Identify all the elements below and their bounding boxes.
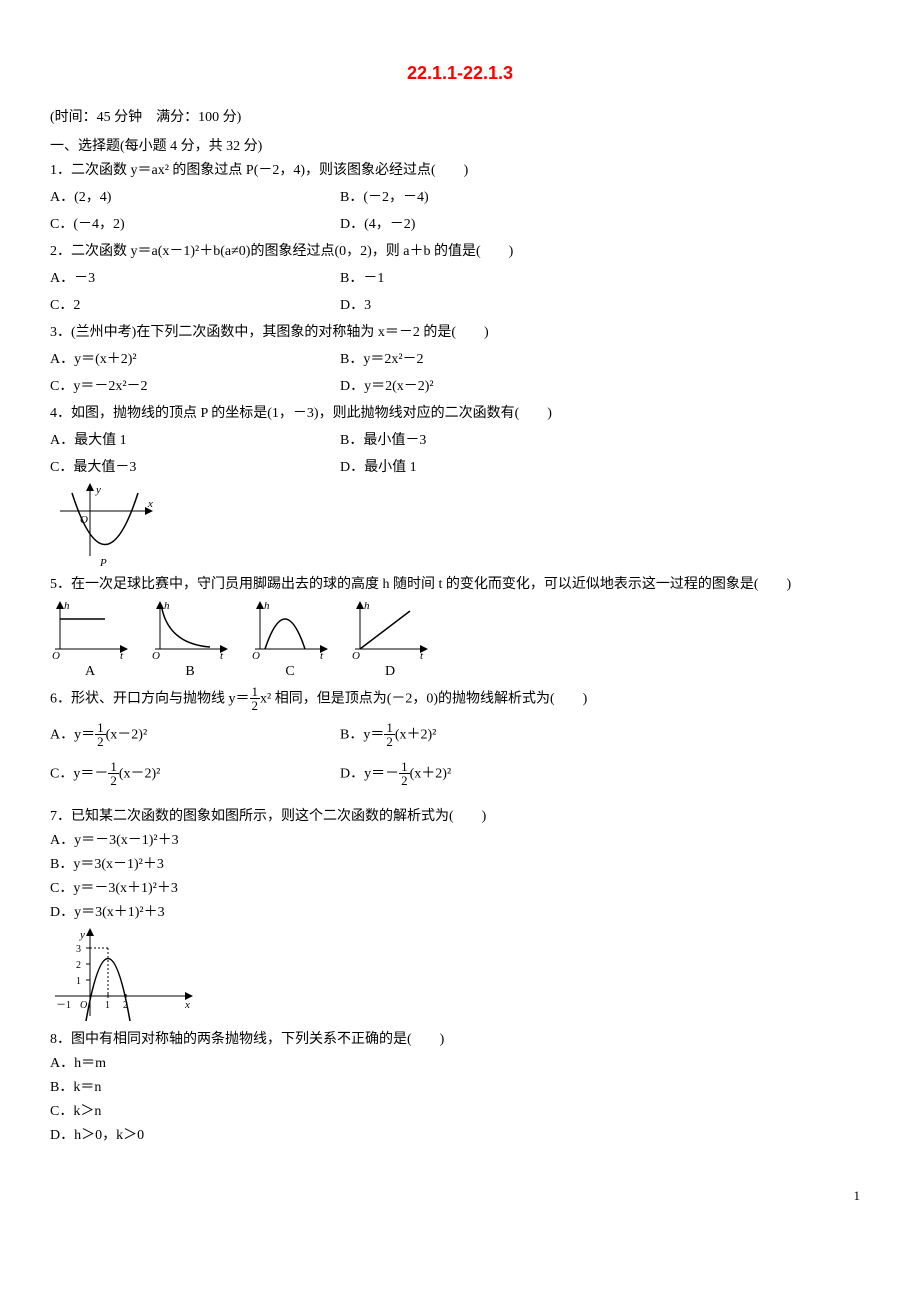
- q6-opt-b: B．y＝12(x＋2)²: [340, 722, 870, 749]
- q4-opt-a: A．最大值 1: [50, 430, 340, 451]
- q7-figure: y x 3 2 1 －1 O 1 2: [50, 926, 200, 1026]
- svg-text:t: t: [420, 650, 424, 659]
- svg-text:1: 1: [105, 1000, 110, 1011]
- q4-axis-y-label: y: [95, 484, 101, 496]
- svg-text:h: h: [364, 600, 370, 612]
- q3-opt-c: C．y＝－2x²－2: [50, 376, 340, 397]
- q6-opt-d: D．y＝－12(x＋2)²: [340, 761, 870, 788]
- section-heading-1: 一、选择题(每小题 4 分，共 32 分): [50, 136, 870, 157]
- svg-text:y: y: [79, 929, 85, 941]
- svg-text:－1: －1: [56, 1000, 71, 1011]
- q5-label-b: B: [150, 661, 230, 682]
- svg-text:O: O: [80, 1000, 87, 1011]
- q4-opt-b: B．最小值－3: [340, 430, 870, 451]
- svg-text:t: t: [220, 650, 224, 659]
- q6-opt-a: A．y＝12(x－2)²: [50, 722, 340, 749]
- q2-opt-b: B．－1: [340, 268, 870, 289]
- page-number: 1: [50, 1186, 870, 1206]
- q7-stem: 7．已知某二次函数的图象如图所示，则这个二次函数的解析式为( ): [50, 806, 870, 827]
- q3-opt-d: D．y＝2(x－2)²: [340, 376, 870, 397]
- q7-opt-c: C．y＝－3(x＋1)²＋3: [50, 878, 870, 899]
- q5-stem: 5．在一次足球比赛中，守门员用脚踢出去的球的高度 h 随时间 t 的变化而变化，…: [50, 574, 870, 595]
- svg-text:1: 1: [76, 976, 81, 987]
- q4-stem: 4．如图，抛物线的顶点 P 的坐标是(1，－3)，则此抛物线对应的二次函数有( …: [50, 403, 870, 424]
- q8-opt-b: B．k＝n: [50, 1077, 870, 1098]
- q8-opt-a: A．h＝m: [50, 1053, 870, 1074]
- q1-opt-c: C．(－4，2): [50, 214, 340, 235]
- q4-axis-x-label: x: [147, 498, 153, 510]
- svg-text:O: O: [252, 650, 260, 659]
- q7-opt-a: A．y＝－3(x－1)²＋3: [50, 830, 870, 851]
- svg-text:h: h: [64, 600, 70, 612]
- q2-opt-c: C．2: [50, 295, 340, 316]
- q5-fig-c: h t O: [250, 599, 330, 659]
- svg-text:h: h: [164, 600, 170, 612]
- q5-fig-d: h t O: [350, 599, 430, 659]
- q8-opt-d: D．h＞0，k＞0: [50, 1125, 870, 1146]
- svg-text:3: 3: [76, 944, 81, 955]
- q3-opt-a: A．y＝(x＋2)²: [50, 349, 340, 370]
- q6-opt-c: C．y＝－12(x－2)²: [50, 761, 340, 788]
- svg-text:O: O: [52, 650, 60, 659]
- q2-opt-a: A．－3: [50, 268, 340, 289]
- svg-text:O: O: [352, 650, 360, 659]
- q7-opt-d: D．y＝3(x＋1)²＋3: [50, 902, 870, 923]
- svg-text:t: t: [320, 650, 324, 659]
- q7-opt-b: B．y＝3(x－1)²＋3: [50, 854, 870, 875]
- q1-opt-b: B．(－2，－4): [340, 187, 870, 208]
- svg-text:x: x: [184, 999, 190, 1011]
- q5-figures: h t O A h t O B h t O C: [50, 599, 870, 682]
- q3-opt-b: B．y＝2x²－2: [340, 349, 870, 370]
- q5-label-d: D: [350, 661, 430, 682]
- svg-text:2: 2: [76, 960, 81, 971]
- q8-stem: 8．图中有相同对称轴的两条抛物线，下列关系不正确的是( ): [50, 1029, 870, 1050]
- q4-opt-d: D．最小值 1: [340, 457, 870, 478]
- q8-opt-c: C．k＞n: [50, 1101, 870, 1122]
- q1-opt-d: D．(4，－2): [340, 214, 870, 235]
- q5-fig-a: h t O: [50, 599, 130, 659]
- q2-stem: 2．二次函数 y＝a(x－1)²＋b(a≠0)的图象经过点(0，2)，则 a＋b…: [50, 241, 870, 262]
- q3-stem: 3．(兰州中考)在下列二次函数中，其图象的对称轴为 x＝－2 的是( ): [50, 322, 870, 343]
- svg-text:h: h: [264, 600, 270, 612]
- svg-text:t: t: [120, 650, 124, 659]
- q6-stem: 6．形状、开口方向与抛物线 y＝12x² 相同，但是顶点为(－2，0)的抛物线解…: [50, 686, 870, 713]
- q4-opt-c: C．最大值－3: [50, 457, 340, 478]
- meta-line: (时间：45 分钟 满分：100 分): [50, 107, 870, 128]
- q1-stem: 1．二次函数 y＝ax² 的图象过点 P(－2，4)，则该图象必经过点( ): [50, 160, 870, 181]
- q4-figure: y x O P: [50, 481, 160, 571]
- q5-fig-b: h t O: [150, 599, 230, 659]
- q5-label-a: A: [50, 661, 130, 682]
- q1-opt-a: A．(2，4): [50, 187, 340, 208]
- page-title: 22.1.1-22.1.3: [50, 60, 870, 87]
- q5-label-c: C: [250, 661, 330, 682]
- q2-opt-d: D．3: [340, 295, 870, 316]
- svg-text:O: O: [152, 650, 160, 659]
- q4-vertex-label: P: [99, 557, 107, 569]
